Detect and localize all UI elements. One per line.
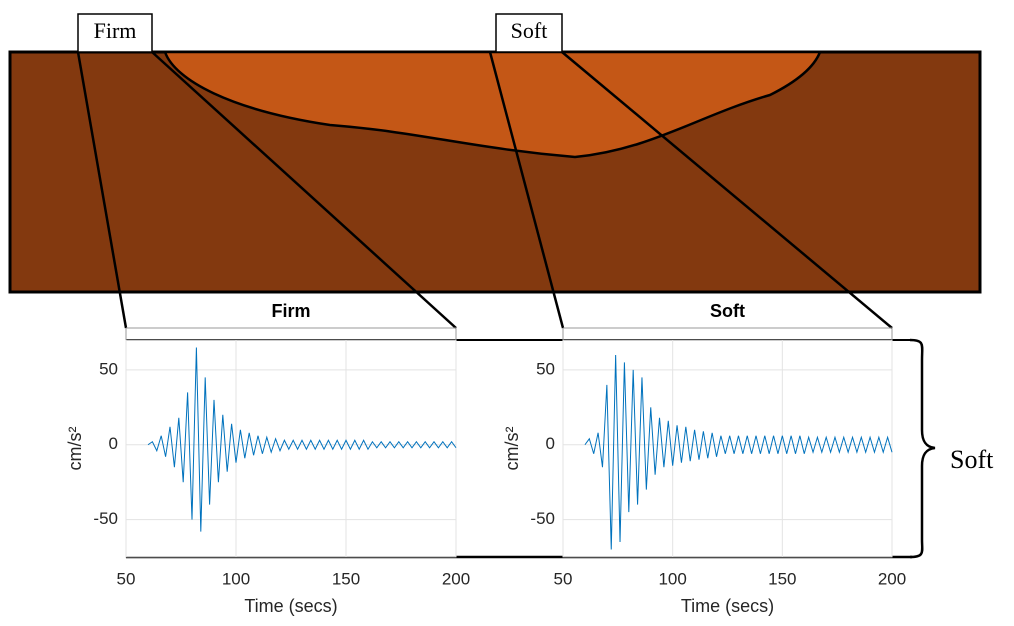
x-tick-label: 100: [658, 569, 686, 588]
x-tick-label: 100: [222, 569, 250, 588]
y-tick-label: -50: [530, 509, 555, 528]
plot-area: [125, 339, 457, 558]
y-axis-label: cm/s²: [502, 427, 522, 471]
x-axis-label: Time (secs): [681, 596, 774, 616]
label-box: [495, 13, 563, 53]
chart-title: Soft: [710, 301, 745, 321]
y-tick-label: 0: [109, 434, 118, 453]
site-label: Soft: [511, 18, 548, 43]
plot-area: [562, 339, 893, 558]
x-tick-label: 50: [554, 569, 573, 588]
bracket: [909, 338, 936, 559]
x-tick-label: 150: [332, 569, 360, 588]
y-tick-label: 50: [536, 359, 555, 378]
x-tick-label: 200: [878, 569, 906, 588]
waveform: [147, 347, 457, 532]
chart-title: Firm: [271, 301, 310, 321]
x-axis-label: Time (secs): [244, 596, 337, 616]
label-box: [77, 13, 153, 53]
waveform: [584, 354, 893, 550]
x-tick-label: 50: [117, 569, 136, 588]
y-tick-label: -50: [93, 509, 118, 528]
y-axis-label: cm/s²: [65, 427, 85, 471]
zoom-lines: [76, 51, 893, 329]
y-tick-label: 0: [546, 434, 555, 453]
x-tick-label: 150: [768, 569, 796, 588]
y-tick-label: 50: [99, 359, 118, 378]
x-tick-label: 200: [442, 569, 470, 588]
site-label: Firm: [94, 18, 137, 43]
bracket-label: Soft: [950, 445, 994, 474]
